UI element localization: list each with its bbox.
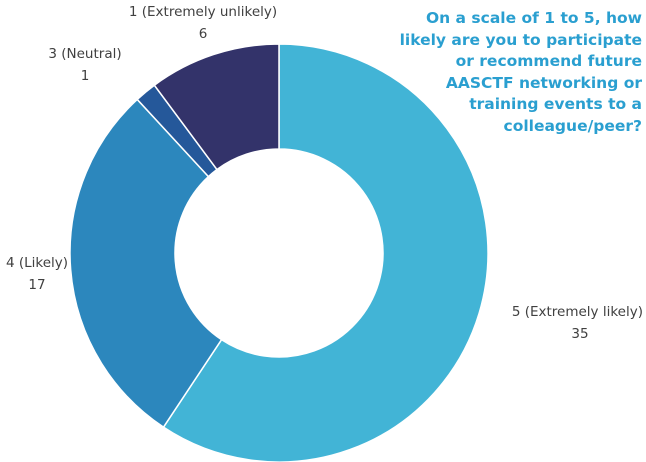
- data-label-value: 1: [81, 68, 90, 84]
- data-label-value: 17: [28, 277, 45, 293]
- slice-4-likely: [69, 98, 223, 429]
- chart-title: On a scale of 1 to 5, how likely are you…: [399, 9, 642, 135]
- slice-1-extremely-unlikely: [153, 43, 280, 171]
- data-label-category: 4 (Likely): [6, 255, 68, 271]
- data-label-value: 35: [571, 326, 588, 342]
- data-label-category: 3 (Neutral): [48, 46, 121, 62]
- labels-group: 5 (Extremely likely) 35 4 (Likely) 17 3 (Neu…: [6, 4, 643, 342]
- slices-group: [69, 43, 489, 462]
- data-label-value: 6: [199, 26, 208, 42]
- slice-5-extremely-likely: [162, 43, 489, 462]
- data-label-category: 5 (Extremely likely): [512, 304, 643, 320]
- data-label-category: 1 (Extremely unlikely): [129, 4, 277, 20]
